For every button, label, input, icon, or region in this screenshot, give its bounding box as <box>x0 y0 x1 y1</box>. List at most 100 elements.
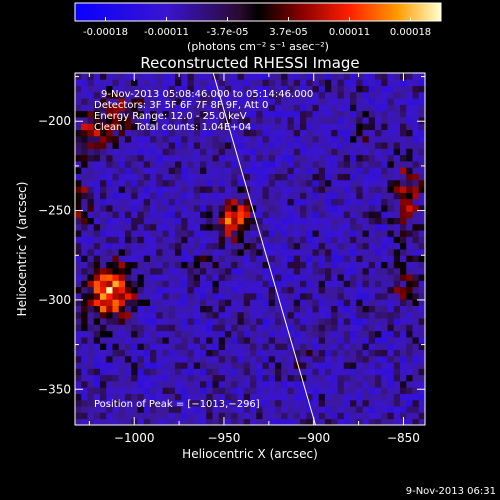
heatmap-cell <box>131 91 138 99</box>
heatmap-cell <box>100 311 107 319</box>
heatmap-cell <box>350 161 357 168</box>
heatmap-cell <box>343 305 351 313</box>
heatmap-cell <box>218 305 226 313</box>
heatmap-cell <box>293 343 301 350</box>
heatmap-cell <box>187 230 195 237</box>
heatmap-cell <box>393 249 401 256</box>
heatmap-cell <box>400 167 407 174</box>
heatmap-cell <box>168 85 176 93</box>
heatmap-cell <box>212 98 220 105</box>
heatmap-cell <box>393 362 401 369</box>
heatmap-cell <box>268 117 276 124</box>
heatmap-cell <box>400 311 407 319</box>
heatmap-cell <box>281 387 288 394</box>
heatmap-cell <box>112 236 120 244</box>
heatmap-cell <box>81 318 88 325</box>
heatmap-cell <box>81 117 88 124</box>
heatmap-cell <box>218 98 226 105</box>
heatmap-cell <box>312 123 320 130</box>
heatmap-cell <box>131 223 138 231</box>
heatmap-cell <box>281 305 288 313</box>
heatmap-cell <box>418 173 425 181</box>
heatmap-cell <box>337 337 345 344</box>
heatmap-cell <box>262 98 270 105</box>
heatmap-cell <box>125 324 132 332</box>
heatmap-cell <box>418 280 425 288</box>
heatmap-cell <box>206 330 213 338</box>
heatmap-cell <box>275 249 282 256</box>
heatmap-cell <box>412 123 420 130</box>
heatmap-cell <box>318 173 326 181</box>
heatmap-cell <box>75 355 82 363</box>
heatmap-cell <box>150 274 157 281</box>
heatmap-cell <box>387 110 395 118</box>
heatmap-cell <box>262 374 270 382</box>
heatmap-cell <box>112 261 120 269</box>
heatmap-cell <box>137 161 145 168</box>
heatmap-cell <box>306 368 313 376</box>
heatmap-cell <box>187 173 195 181</box>
heatmap-cell <box>143 280 151 288</box>
heatmap-cell <box>337 98 345 105</box>
heatmap-cell <box>250 280 257 288</box>
heatmap-cell <box>325 73 332 80</box>
heatmap-cell <box>112 223 120 231</box>
heatmap-cell <box>406 311 413 319</box>
heatmap-cell <box>81 154 88 162</box>
heatmap-cell <box>356 337 363 344</box>
heatmap-cell <box>206 286 213 294</box>
heatmap-cell <box>268 399 276 407</box>
heatmap-cell <box>225 186 232 193</box>
heatmap-cell <box>93 154 101 162</box>
heatmap-cell <box>368 399 376 407</box>
heatmap-cell <box>418 399 425 407</box>
heatmap-cell <box>262 79 270 86</box>
heatmap-cell <box>137 98 145 105</box>
heatmap-cell <box>312 393 320 401</box>
heatmap-cell <box>325 374 332 382</box>
heatmap-cell <box>175 230 182 237</box>
heatmap-cell <box>212 205 220 212</box>
heatmap-cell <box>200 98 207 105</box>
heatmap-cell <box>175 223 182 231</box>
heatmap-cell <box>200 242 207 250</box>
heatmap-cell <box>225 349 232 357</box>
heatmap-cell <box>268 173 276 181</box>
heatmap-cell <box>106 230 113 237</box>
heatmap-cell <box>418 98 425 105</box>
heatmap-cell <box>375 223 382 231</box>
heatmap-cell <box>412 418 420 425</box>
heatmap-cell <box>312 148 320 156</box>
heatmap-cell <box>287 399 295 407</box>
heatmap-cell <box>137 368 145 376</box>
heatmap-cell <box>93 123 101 130</box>
heatmap-cell <box>293 148 301 156</box>
heatmap-cell <box>281 123 288 130</box>
heatmap-cell <box>287 211 295 218</box>
heatmap-cell <box>212 73 220 80</box>
heatmap-cell <box>400 79 407 86</box>
heatmap-cell <box>100 368 107 376</box>
heatmap-cell <box>331 318 338 325</box>
heatmap-cell <box>356 387 363 394</box>
heatmap-cell <box>381 249 388 256</box>
heatmap-cell <box>150 418 157 425</box>
heatmap-cell <box>406 205 413 212</box>
heatmap-cell <box>81 98 88 105</box>
heatmap-cell <box>356 217 363 225</box>
heatmap-cell <box>250 104 257 112</box>
heatmap-cell <box>212 167 220 174</box>
heatmap-cell <box>218 198 226 206</box>
heatmap-cell <box>368 337 376 344</box>
heatmap-cell <box>381 148 388 156</box>
heatmap-cell <box>412 274 420 281</box>
heatmap-cell <box>150 129 157 137</box>
heatmap-cell <box>318 412 326 420</box>
heatmap-cell <box>412 135 420 143</box>
heatmap-cell <box>156 198 163 206</box>
heatmap-cell <box>200 249 207 256</box>
heatmap-cell <box>218 399 226 407</box>
heatmap-cell <box>131 362 138 369</box>
heatmap-cell <box>87 267 95 275</box>
heatmap-cell <box>87 135 95 143</box>
